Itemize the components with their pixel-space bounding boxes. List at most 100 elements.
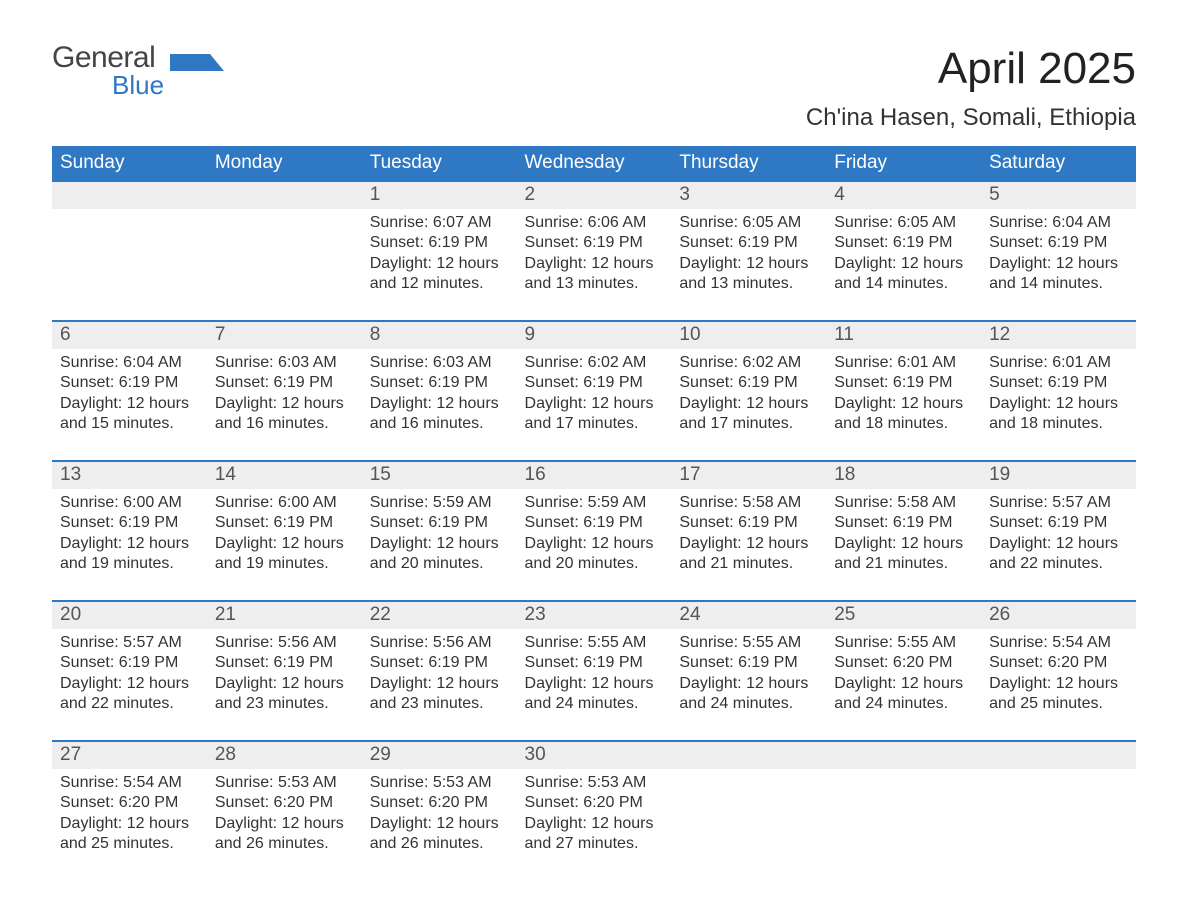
day-daylight2: and 14 minutes. — [989, 274, 1128, 294]
day-content-cell: Sunrise: 6:01 AMSunset: 6:19 PMDaylight:… — [826, 349, 981, 461]
day-content-cell: Sunrise: 5:53 AMSunset: 6:20 PMDaylight:… — [207, 769, 362, 881]
day-daylight1: Daylight: 12 hours — [989, 394, 1128, 414]
day-content-cell: Sunrise: 6:05 AMSunset: 6:19 PMDaylight:… — [826, 209, 981, 321]
day-daylight1: Daylight: 12 hours — [60, 674, 199, 694]
day-sunset: Sunset: 6:19 PM — [834, 513, 973, 533]
day-sunrise: Sunrise: 6:00 AM — [215, 493, 354, 513]
day-daylight2: and 17 minutes. — [679, 414, 818, 434]
day-number-cell: 19 — [981, 462, 1136, 489]
day-sunset: Sunset: 6:19 PM — [370, 373, 509, 393]
day-daylight2: and 18 minutes. — [989, 414, 1128, 434]
day-daylight2: and 18 minutes. — [834, 414, 973, 434]
day-daylight1: Daylight: 12 hours — [60, 814, 199, 834]
day-number-cell: 28 — [207, 742, 362, 769]
day-sunset: Sunset: 6:19 PM — [989, 513, 1128, 533]
day-sunset: Sunset: 6:19 PM — [834, 373, 973, 393]
day-daylight2: and 15 minutes. — [60, 414, 199, 434]
day-sunrise: Sunrise: 5:53 AM — [525, 773, 664, 793]
day-number-cell: 22 — [362, 602, 517, 629]
day-header: Monday — [207, 146, 362, 182]
day-daylight2: and 19 minutes. — [215, 554, 354, 574]
day-sunrise: Sunrise: 5:58 AM — [834, 493, 973, 513]
day-sunset: Sunset: 6:19 PM — [215, 653, 354, 673]
calendar-table: Sunday Monday Tuesday Wednesday Thursday… — [52, 146, 1136, 881]
day-daylight1: Daylight: 12 hours — [989, 534, 1128, 554]
day-sunrise: Sunrise: 5:54 AM — [60, 773, 199, 793]
day-content-cell: Sunrise: 5:57 AMSunset: 6:19 PMDaylight:… — [52, 629, 207, 741]
day-daylight1: Daylight: 12 hours — [679, 394, 818, 414]
day-number-cell: 16 — [517, 462, 672, 489]
day-sunset: Sunset: 6:20 PM — [989, 653, 1128, 673]
day-number-cell: 14 — [207, 462, 362, 489]
day-daylight1: Daylight: 12 hours — [679, 534, 818, 554]
day-daylight2: and 12 minutes. — [370, 274, 509, 294]
day-number-cell: 9 — [517, 322, 672, 349]
day-daylight2: and 26 minutes. — [215, 834, 354, 854]
day-content-cell — [207, 209, 362, 321]
day-content-cell: Sunrise: 5:55 AMSunset: 6:20 PMDaylight:… — [826, 629, 981, 741]
day-daylight2: and 13 minutes. — [679, 274, 818, 294]
day-sunset: Sunset: 6:19 PM — [60, 513, 199, 533]
day-sunrise: Sunrise: 5:53 AM — [215, 773, 354, 793]
day-daylight1: Daylight: 12 hours — [60, 534, 199, 554]
day-sunset: Sunset: 6:19 PM — [679, 513, 818, 533]
day-daylight1: Daylight: 12 hours — [525, 394, 664, 414]
day-daylight2: and 26 minutes. — [370, 834, 509, 854]
day-number-cell: 1 — [362, 182, 517, 209]
day-daylight1: Daylight: 12 hours — [989, 674, 1128, 694]
day-sunrise: Sunrise: 5:53 AM — [370, 773, 509, 793]
day-content-cell: Sunrise: 5:58 AMSunset: 6:19 PMDaylight:… — [671, 489, 826, 601]
day-content-row: Sunrise: 6:00 AMSunset: 6:19 PMDaylight:… — [52, 489, 1136, 601]
day-content-cell: Sunrise: 6:04 AMSunset: 6:19 PMDaylight:… — [52, 349, 207, 461]
day-sunrise: Sunrise: 6:03 AM — [215, 353, 354, 373]
day-number-cell — [52, 182, 207, 209]
day-content-cell: Sunrise: 6:00 AMSunset: 6:19 PMDaylight:… — [207, 489, 362, 601]
day-sunrise: Sunrise: 5:57 AM — [60, 633, 199, 653]
day-number-cell: 24 — [671, 602, 826, 629]
day-content-cell — [671, 769, 826, 881]
day-content-cell: Sunrise: 6:00 AMSunset: 6:19 PMDaylight:… — [52, 489, 207, 601]
day-daylight1: Daylight: 12 hours — [834, 534, 973, 554]
day-number-cell — [981, 742, 1136, 769]
day-content-cell: Sunrise: 5:54 AMSunset: 6:20 PMDaylight:… — [52, 769, 207, 881]
day-sunset: Sunset: 6:19 PM — [679, 653, 818, 673]
day-sunrise: Sunrise: 6:02 AM — [525, 353, 664, 373]
day-content-cell: Sunrise: 6:02 AMSunset: 6:19 PMDaylight:… — [671, 349, 826, 461]
day-sunrise: Sunrise: 6:07 AM — [370, 213, 509, 233]
day-sunset: Sunset: 6:20 PM — [215, 793, 354, 813]
day-number-cell: 13 — [52, 462, 207, 489]
day-daylight1: Daylight: 12 hours — [215, 394, 354, 414]
day-number-row: 12345 — [52, 182, 1136, 209]
day-content-cell: Sunrise: 5:55 AMSunset: 6:19 PMDaylight:… — [517, 629, 672, 741]
day-sunrise: Sunrise: 5:59 AM — [525, 493, 664, 513]
day-daylight1: Daylight: 12 hours — [525, 674, 664, 694]
day-daylight1: Daylight: 12 hours — [679, 254, 818, 274]
day-header: Sunday — [52, 146, 207, 182]
day-number-cell: 29 — [362, 742, 517, 769]
day-number-cell: 12 — [981, 322, 1136, 349]
day-sunset: Sunset: 6:19 PM — [989, 373, 1128, 393]
day-daylight2: and 13 minutes. — [525, 274, 664, 294]
day-number-cell: 6 — [52, 322, 207, 349]
day-sunrise: Sunrise: 5:57 AM — [989, 493, 1128, 513]
day-sunrise: Sunrise: 6:01 AM — [834, 353, 973, 373]
day-sunrise: Sunrise: 6:04 AM — [60, 353, 199, 373]
day-sunset: Sunset: 6:19 PM — [60, 373, 199, 393]
day-content-cell: Sunrise: 5:59 AMSunset: 6:19 PMDaylight:… — [362, 489, 517, 601]
day-number-cell: 23 — [517, 602, 672, 629]
day-daylight2: and 17 minutes. — [525, 414, 664, 434]
day-content-cell: Sunrise: 5:56 AMSunset: 6:19 PMDaylight:… — [362, 629, 517, 741]
day-content-row: Sunrise: 6:07 AMSunset: 6:19 PMDaylight:… — [52, 209, 1136, 321]
day-daylight1: Daylight: 12 hours — [525, 254, 664, 274]
day-daylight1: Daylight: 12 hours — [215, 814, 354, 834]
day-content-cell: Sunrise: 6:05 AMSunset: 6:19 PMDaylight:… — [671, 209, 826, 321]
day-sunset: Sunset: 6:19 PM — [679, 233, 818, 253]
day-number-cell: 2 — [517, 182, 672, 209]
day-sunrise: Sunrise: 6:01 AM — [989, 353, 1128, 373]
day-sunset: Sunset: 6:19 PM — [370, 513, 509, 533]
day-content-row: Sunrise: 6:04 AMSunset: 6:19 PMDaylight:… — [52, 349, 1136, 461]
day-number-cell: 3 — [671, 182, 826, 209]
day-daylight1: Daylight: 12 hours — [989, 254, 1128, 274]
day-daylight2: and 24 minutes. — [834, 694, 973, 714]
day-content-cell: Sunrise: 5:54 AMSunset: 6:20 PMDaylight:… — [981, 629, 1136, 741]
